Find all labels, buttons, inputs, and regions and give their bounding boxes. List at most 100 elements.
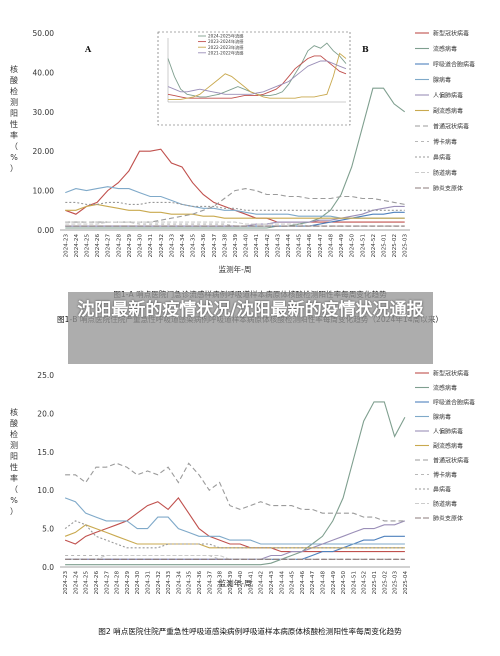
legend-label: 新型冠状病毒: [433, 30, 469, 38]
legend-label: 鼻病毒: [433, 154, 451, 162]
legend-label: 呼吸道合胞病毒: [433, 399, 475, 407]
legend-label: 人偏肺病毒: [433, 92, 463, 100]
x-tick-label: 2024-36: [201, 234, 207, 258]
x-tick-label: 2024-31: [146, 571, 152, 595]
title-banner: [68, 292, 433, 364]
x-tick-label: 2024-41: [248, 571, 254, 595]
x-tick-label: 2024-44: [286, 234, 292, 258]
y-tick-label: 0.00: [37, 226, 54, 235]
inset-series-line: [167, 60, 347, 95]
x-tick-label: 2024-52: [371, 234, 377, 257]
panel-label-b: B: [362, 44, 369, 54]
x-tick-label: 2024-26: [95, 234, 101, 258]
banner-title: 沈阳最新的疫情状况/沈阳最新的疫情状况通报: [77, 300, 424, 320]
x-tick-label: 2024-27: [106, 234, 112, 258]
x-axis-label: 监测年-周: [219, 578, 252, 588]
series-line: [65, 221, 405, 227]
x-tick-label: 2024-31: [148, 234, 154, 258]
x-tick-label: 2024-25: [85, 234, 91, 258]
series-line: [65, 554, 405, 560]
legend-label: 鼻病毒: [433, 486, 451, 494]
inset-series-line: [168, 52, 347, 100]
x-tick-label: 2024-30: [138, 234, 144, 258]
y-tick-label: 30.00: [33, 108, 55, 117]
legend-label: 人偏肺病毒: [433, 428, 463, 436]
legend-label: 肠道病毒: [433, 500, 457, 508]
x-tick-label: 2024-34: [180, 234, 186, 258]
x-tick-label: 2024-29: [127, 234, 133, 258]
x-tick-label: 2024-36: [197, 571, 203, 595]
x-tick-label: 2024-46: [300, 571, 306, 595]
y-tick-label: 20.00: [33, 147, 55, 156]
x-tick-label: 2025-02: [382, 571, 388, 594]
inset-legend-label: 2023-2024年流感: [208, 38, 243, 45]
x-tick-label: 2025-01: [381, 234, 387, 258]
x-tick-label: 2024-28: [115, 571, 121, 595]
y-tick-label: 5.0: [42, 525, 54, 534]
series-line: [65, 221, 405, 227]
x-tick-label: 2024-42: [259, 571, 265, 594]
series-line: [65, 211, 405, 227]
chart-2: 0.0 5.0 10.0 15.0 20.0 25.0 2024-23 2024-24 2024…: [10, 370, 475, 637]
x-tick-label: 2024-39: [233, 234, 239, 258]
x-tick-label: 2024-43: [275, 234, 281, 258]
x-tick-label: 2024-52: [362, 571, 368, 594]
series-line: [65, 401, 406, 566]
x-tick-label: 2025-04: [403, 571, 409, 595]
x-tick-label: 2024-42: [265, 234, 271, 257]
y-axis-label: 核酸检测阳性率（%）: [10, 407, 18, 516]
legend-label: 普通冠状病毒: [433, 457, 469, 465]
x-tick-label: 2024-34: [176, 571, 182, 595]
x-tick-label: 2024-32: [156, 571, 162, 594]
series-line: [65, 205, 405, 227]
y-tick-label: 20.0: [37, 409, 54, 418]
y-tick-label: 40.00: [33, 68, 55, 77]
series-line: [65, 188, 405, 223]
x-tick-label: 2024-41: [254, 234, 260, 258]
x-tick-label: 2024-35: [191, 234, 197, 258]
x-tick-label: 2024-25: [84, 571, 90, 595]
series-line: [64, 497, 405, 545]
x-tick-label: 2024-39: [228, 571, 234, 595]
x-tick-label: 2024-51: [351, 571, 357, 595]
x-tick-label: 2024-35: [187, 571, 193, 595]
legend-label: 博卡病毒: [433, 471, 457, 479]
x-tick-label: 2024-26: [94, 571, 100, 595]
series-line: [65, 554, 405, 560]
x-tick-label: 2024-48: [328, 234, 334, 258]
y-tick-label: 50.00: [33, 29, 55, 38]
x-tick-label: 2024-33: [166, 571, 172, 595]
x-tick-label: 2024-48: [321, 571, 327, 595]
x-tick-label: 2024-30: [135, 571, 141, 595]
inset-legend-label: 2021-2022年流感: [208, 49, 243, 56]
x-tick-label: 2024-49: [339, 234, 345, 258]
x-tick-label: 2024-23: [63, 234, 69, 258]
inset-legend-label: 2022-2023年流感: [208, 44, 243, 51]
legend-label: 副流感病毒: [433, 442, 463, 450]
x-tick-label: 2024-37: [212, 234, 218, 258]
x-tick-label: 2024-29: [125, 571, 131, 595]
y-tick-label: 0.0: [42, 563, 54, 572]
x-tick-label: 2024-50: [341, 571, 347, 595]
x-tick-label: 2024-49: [331, 571, 337, 595]
legend-label: 普通冠状病毒: [433, 123, 469, 131]
x-tick-label: 2024-44: [279, 571, 285, 595]
x-tick-label: 2024-37: [207, 571, 213, 595]
x-tick-label: 2024-27: [104, 571, 110, 595]
legend-label: 肺炎支原体: [433, 515, 463, 523]
x-tick-label: 2024-45: [297, 234, 303, 258]
series-line: [65, 203, 405, 219]
legend-label: 流感病毒: [433, 45, 457, 53]
x-tick-label: 2024-24: [74, 234, 80, 258]
y-tick-label: 15.0: [37, 448, 54, 457]
series-line: [64, 520, 405, 549]
inset-series-line: [167, 55, 347, 99]
legend-label: 肠道病毒: [433, 169, 457, 177]
series-line: [65, 201, 405, 211]
inset-legend-label: 2024-2025年流感: [208, 33, 243, 40]
x-tick-label: 2025-03: [393, 571, 399, 595]
x-tick-label: 2024-51: [360, 234, 366, 258]
x-tick-label: 2024-43: [269, 571, 275, 595]
y-tick-label: 25.0: [37, 371, 54, 380]
legend-label: 副流感病毒: [433, 107, 463, 115]
